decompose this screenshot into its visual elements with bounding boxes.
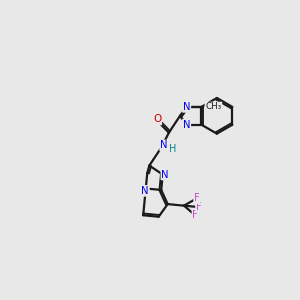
Text: O: O xyxy=(153,115,161,124)
Text: F: F xyxy=(194,193,200,203)
Text: N: N xyxy=(141,186,149,196)
Text: F: F xyxy=(192,210,198,220)
Text: N: N xyxy=(161,169,169,179)
Text: CH₃: CH₃ xyxy=(205,102,221,111)
Text: N: N xyxy=(160,140,168,151)
Text: H: H xyxy=(169,144,176,154)
Text: F: F xyxy=(196,202,202,212)
Text: N: N xyxy=(183,120,190,130)
Text: N: N xyxy=(183,102,190,112)
